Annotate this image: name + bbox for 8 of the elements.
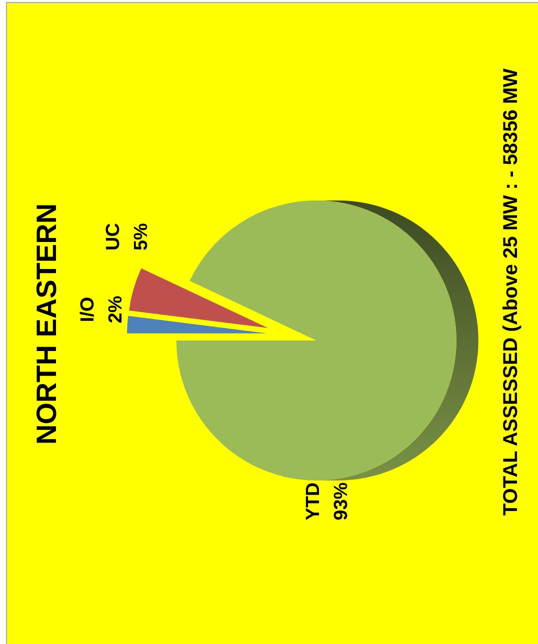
slice-label: UC — [102, 222, 124, 250]
data-label: 2% — [106, 296, 127, 324]
text: TOTAL ASSESSED (Above 25 MW : - 58356 MW — [500, 68, 522, 516]
slice-label: I/O — [78, 296, 99, 322]
data-label: 93% — [331, 482, 352, 520]
text: NORTH EASTERN — [31, 203, 62, 445]
slice-label: YTD — [303, 482, 324, 520]
data-label: 5% — [130, 222, 152, 251]
